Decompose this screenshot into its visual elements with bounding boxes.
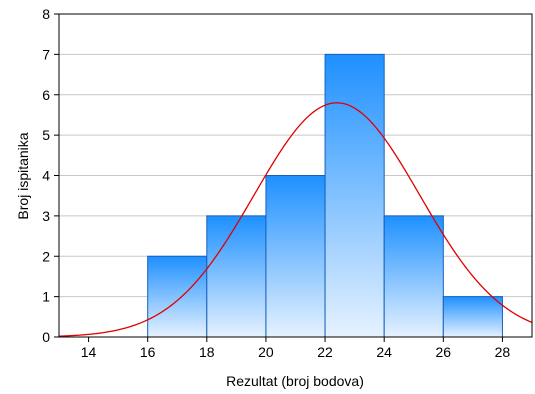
x-tick-label-26: 26	[436, 344, 452, 360]
histogram-bar-2	[265, 175, 326, 338]
normal-curve-layer	[59, 102, 532, 337]
x-axis-title: Rezultat (broj bodova)	[226, 373, 364, 389]
y-tick-label-1: 1	[42, 289, 50, 305]
y-tick-label-6: 6	[42, 87, 50, 103]
x-tick-label-28: 28	[495, 344, 511, 360]
y-tick-label-4: 4	[42, 168, 50, 184]
y-tick-label-3: 3	[42, 208, 50, 224]
histogram-bar-4	[383, 215, 444, 338]
y-axis-title: Broj ispitanika	[15, 132, 31, 219]
normal-curve	[59, 102, 532, 337]
y-tick-label-2: 2	[42, 248, 50, 264]
histogram-bar-1	[206, 215, 267, 338]
histogram-bar-3	[324, 53, 385, 338]
y-tick-label-0: 0	[42, 329, 50, 345]
y-tick-label-7: 7	[42, 46, 50, 62]
x-tick-label-18: 18	[199, 344, 215, 360]
x-tick-label-14: 14	[81, 344, 97, 360]
x-tick-label-20: 20	[258, 344, 274, 360]
x-tick-label-24: 24	[376, 344, 392, 360]
y-tick-label-5: 5	[42, 127, 50, 143]
y-tick-label-8: 8	[42, 6, 50, 22]
x-tick-label-22: 22	[317, 344, 333, 360]
x-tick-label-16: 16	[140, 344, 156, 360]
histogram-bar-5	[442, 296, 503, 338]
histogram-bar-0	[147, 255, 208, 338]
axis-ticks: 14 16 18 20 22 24 26 28 0 1 2 3 4 5 6 7 8	[42, 6, 510, 360]
